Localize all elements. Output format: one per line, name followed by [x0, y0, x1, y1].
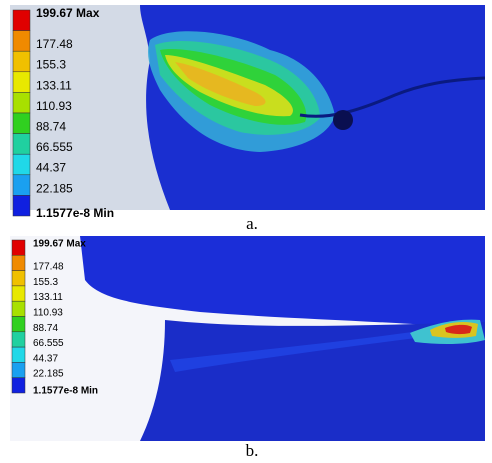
legend-swatch [12, 286, 25, 301]
legend-label: 22.185 [33, 369, 64, 380]
legend-swatch [12, 301, 25, 316]
page: {"panels": [ {"legend": ["199.67 Max", "… [0, 0, 492, 463]
legend-label: 44.37 [36, 161, 66, 175]
legend-label: 88.74 [36, 119, 66, 133]
legend-label: 22.185 [36, 181, 73, 195]
legend-swatch [12, 332, 25, 347]
legend-label: 1.1577e-8 Min [36, 206, 114, 220]
legend-label: 199.67 Max [33, 239, 86, 250]
legend-label: 133.11 [36, 78, 72, 92]
legend-label: 110.93 [36, 99, 72, 113]
legend-swatch [12, 271, 25, 286]
legend-swatch [13, 113, 30, 134]
legend-label: 66.555 [36, 140, 73, 154]
legend-label: 177.48 [33, 262, 64, 273]
legend-swatch [13, 175, 30, 196]
plot-a [10, 5, 485, 210]
caption: a. [246, 214, 258, 233]
legend-swatch [13, 154, 30, 175]
figure: a. b. 199.67 Max 177.48 155.3 133.11 110.93 8… [0, 0, 492, 463]
legend-swatch [13, 51, 30, 72]
legend-label: 133.11 [33, 292, 63, 303]
plot-b [10, 236, 485, 441]
legend-label: 177.48 [36, 37, 73, 51]
legend-label: 155.3 [33, 277, 58, 288]
legend-label: 44.37 [33, 353, 58, 364]
legend-label: 199.67 Max [36, 6, 100, 20]
caption: b. [246, 441, 259, 460]
legend-label: 66.555 [33, 338, 64, 349]
legend-swatch [12, 317, 25, 332]
legend-swatch [12, 378, 25, 393]
legend-swatch [12, 240, 25, 255]
legend-swatch [13, 31, 30, 52]
legend-swatch [12, 347, 25, 362]
legend-swatch [12, 255, 25, 270]
legend-label: 1.1577e-8 Min [33, 386, 98, 397]
legend-swatch [13, 92, 30, 113]
legend-swatch [13, 72, 30, 93]
legend-label: 155.3 [36, 58, 66, 72]
legend-swatch [13, 10, 30, 31]
legend-swatch [12, 362, 25, 377]
legend-label: 110.93 [33, 307, 63, 318]
legend-swatch [13, 195, 30, 216]
legend-swatch [13, 134, 30, 155]
legend-label: 88.74 [33, 323, 58, 334]
